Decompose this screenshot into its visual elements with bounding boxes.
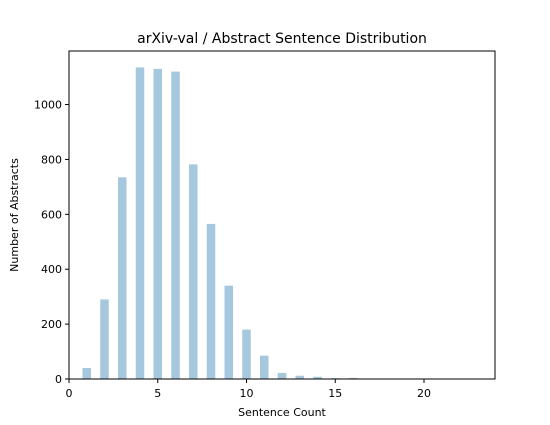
y-tick-label-200: 200 <box>41 318 62 331</box>
bar-4 <box>135 67 145 379</box>
y-tick-label-400: 400 <box>41 263 62 276</box>
x-axis-label: Sentence Count <box>238 406 326 419</box>
bar-6 <box>171 71 180 379</box>
bar-1 <box>82 368 92 379</box>
x-axis-ticks: 0 5 10 15 20 <box>66 379 431 400</box>
bar-11 <box>259 355 269 379</box>
bar-12 <box>277 372 287 379</box>
y-tick-label-800: 800 <box>41 153 62 166</box>
bar-14 <box>313 376 322 379</box>
bar-7 <box>188 164 198 379</box>
x-tick-label-15: 15 <box>328 387 342 400</box>
x-tick-label-10: 10 <box>240 387 254 400</box>
x-tick-label-20: 20 <box>417 387 431 400</box>
x-tick-label-0: 0 <box>66 387 73 400</box>
bar-9 <box>224 285 234 379</box>
bar-13 <box>295 375 305 379</box>
y-tick-label-1000: 1000 <box>34 99 62 112</box>
bar-3 <box>117 177 127 379</box>
x-tick-label-5: 5 <box>154 387 161 400</box>
y-tick-label-0: 0 <box>55 373 62 386</box>
bars-group <box>82 67 482 379</box>
chart-title: arXiv-val / Abstract Sentence Distributi… <box>137 31 427 47</box>
plot-frame <box>68 50 496 380</box>
y-axis-label: Number of Abstracts <box>8 158 21 272</box>
y-axis-ticks: 0 200 400 600 800 1000 <box>34 99 69 386</box>
bar-2 <box>100 299 109 379</box>
y-tick-label-600: 600 <box>41 208 62 221</box>
bar-10 <box>242 329 251 379</box>
bar-8 <box>206 223 216 379</box>
bar-16 <box>348 377 358 379</box>
bar-5 <box>153 68 163 379</box>
